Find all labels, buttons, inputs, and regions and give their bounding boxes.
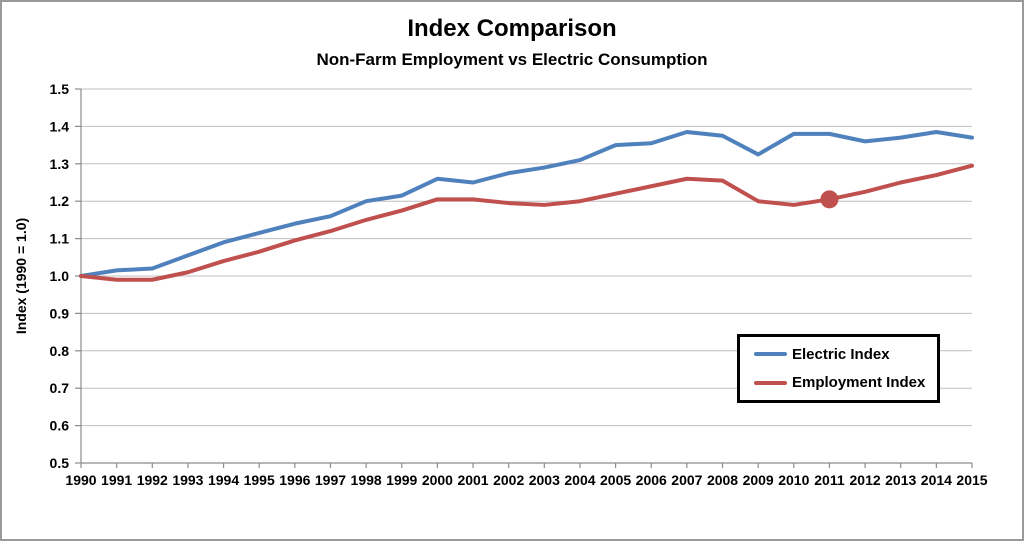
x-axis-tick-label: 1997 — [315, 472, 346, 488]
x-axis-tick-label: 2010 — [778, 472, 809, 488]
legend-item-employment: Employment Index — [754, 374, 937, 391]
x-axis-tick-label: 2015 — [956, 472, 987, 488]
y-axis-tick-label: 0.6 — [50, 418, 70, 434]
chart-subtitle: Non-Farm Employment vs Electric Consumpt… — [316, 50, 708, 69]
x-axis-tick-label: 2007 — [671, 472, 702, 488]
x-axis-tick-label: 1995 — [244, 472, 275, 488]
x-axis-tick-label: 1993 — [172, 472, 203, 488]
x-axis-tick-label: 1998 — [351, 472, 382, 488]
x-axis-tick-label: 2002 — [493, 472, 524, 488]
x-axis-tick-label: 2011 — [814, 472, 845, 488]
x-axis-tick-label: 2013 — [885, 472, 916, 488]
y-axis-tick-label: 1.3 — [50, 156, 70, 172]
y-axis-tick-label: 1.1 — [50, 231, 70, 247]
employment-line-swatch-icon — [754, 380, 787, 385]
y-axis-tick-label: 1.0 — [50, 268, 70, 284]
chart-title: Index Comparison — [407, 15, 617, 42]
y-axis-tick-label: 1.5 — [50, 81, 70, 97]
x-axis-tick-label: 2008 — [707, 472, 738, 488]
x-axis-tick-label: 2009 — [743, 472, 774, 488]
electric-line-swatch-icon — [754, 352, 787, 357]
x-axis-tick-label: 2000 — [422, 472, 453, 488]
x-axis-tick-label: 2006 — [636, 472, 667, 488]
x-axis-tick-label: 2014 — [921, 472, 952, 488]
x-axis-tick-label: 2012 — [850, 472, 881, 488]
x-axis-tick-label: 1999 — [386, 472, 417, 488]
x-axis-tick-label: 1990 — [65, 472, 96, 488]
legend-label-electric: Electric Index — [792, 345, 890, 363]
y-axis-tick-label: 0.7 — [50, 380, 70, 396]
legend-item-electric: Electric Index — [754, 346, 937, 363]
x-axis-tick-label: 1994 — [208, 472, 239, 488]
x-axis-tick-label: 2004 — [564, 472, 595, 488]
y-axis-tick-label: 0.9 — [50, 305, 70, 321]
y-axis-tick-label: 1.2 — [50, 193, 70, 209]
x-axis-tick-label: 2003 — [529, 472, 560, 488]
chart-legend: Electric Index Employment Index — [737, 334, 940, 403]
employment-2011-marker — [820, 190, 839, 209]
employment-index-line — [79, 163, 974, 282]
x-axis-tick-label: 2005 — [600, 472, 631, 488]
y-axis-tick-label: 0.5 — [50, 455, 70, 471]
electric-index-line — [79, 130, 974, 278]
y-axis-tick-label: 1.4 — [50, 118, 70, 134]
x-axis-tick-label: 1992 — [137, 472, 168, 488]
y-axis-title: Index (1990 = 1.0) — [13, 218, 29, 334]
x-axis-tick-label: 1996 — [279, 472, 310, 488]
legend-label-employment: Employment Index — [792, 374, 926, 392]
x-axis-tick-label: 2001 — [457, 472, 488, 488]
y-axis-tick-label: 0.8 — [50, 343, 70, 359]
x-axis-tick-label: 1991 — [101, 472, 132, 488]
